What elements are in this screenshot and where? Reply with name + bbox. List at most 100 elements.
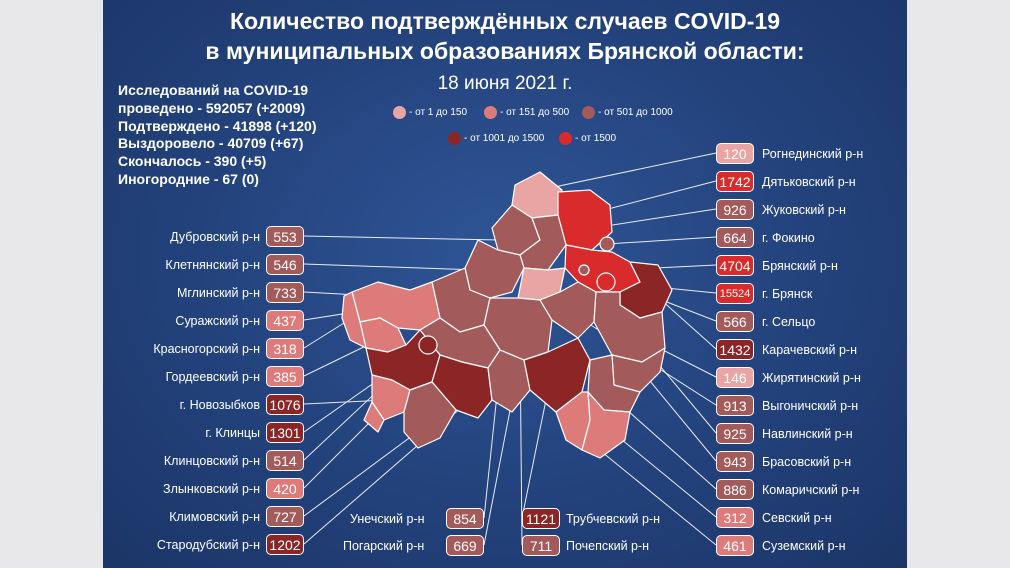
district-label: Брянский р-н bbox=[762, 259, 838, 273]
legend-dot bbox=[582, 106, 595, 119]
case-count-badge: 514 bbox=[266, 450, 304, 471]
legend-item: - от 501 до 1000 bbox=[582, 106, 673, 119]
legend-dot bbox=[559, 132, 572, 145]
title-line2: в муниципальных образованиях Брянской об… bbox=[205, 38, 805, 64]
district-label: Навлинский р-н bbox=[762, 427, 853, 441]
district-label: г. Сельцо bbox=[762, 315, 816, 329]
case-count-badge: 461 bbox=[716, 535, 754, 556]
district-label: Комаричский р-н bbox=[762, 483, 860, 497]
stat-line: Иногородние - 67 (0) bbox=[118, 170, 259, 187]
legend-label: - от 1 до 150 bbox=[409, 107, 468, 118]
district-label: Брасовский р-н bbox=[762, 455, 852, 469]
case-count-badge: 318 bbox=[266, 338, 304, 359]
case-count-badge: 669 bbox=[446, 535, 484, 556]
leader-line bbox=[521, 389, 549, 519]
case-count-badge: 4704 bbox=[716, 255, 754, 276]
case-count-badge: 546 bbox=[266, 254, 304, 275]
district-label: Стародубский р-н bbox=[156, 538, 260, 552]
leader-line bbox=[606, 236, 717, 245]
district-label: г. Фокино bbox=[762, 231, 815, 245]
district-label: Дятьковский р-н bbox=[762, 175, 856, 189]
stat-line: Подтверждено - 41898 (+120) bbox=[118, 117, 317, 134]
map-regions bbox=[341, 171, 673, 459]
case-count-badge: 1076 bbox=[266, 394, 304, 415]
district-label: г. Новозыбков bbox=[179, 398, 260, 412]
district-label: г. Клинцы bbox=[205, 426, 260, 440]
leader-line bbox=[609, 429, 717, 518]
case-count-badge: 312 bbox=[716, 507, 754, 528]
report-date: 18 июня 2021 г. bbox=[437, 73, 573, 94]
legend-item: - от 1001 до 1500 bbox=[448, 132, 544, 145]
leader-line bbox=[539, 152, 717, 191]
case-count-badge: 733 bbox=[266, 282, 304, 303]
district-label: Суражский р-н bbox=[175, 314, 260, 328]
case-count-badge: 553 bbox=[266, 226, 304, 247]
district-label: Трубчевский р-н bbox=[566, 512, 661, 526]
region-seltso bbox=[578, 264, 590, 276]
case-count-badge: 120 bbox=[716, 143, 754, 164]
region-klintsy-city bbox=[418, 335, 438, 355]
leader-line bbox=[644, 374, 717, 462]
leader-line bbox=[303, 419, 373, 489]
region-bryansk-city bbox=[596, 272, 616, 292]
region-trubchevsk bbox=[523, 337, 591, 413]
district-label: Суземский р-н bbox=[762, 539, 846, 553]
district-label: Красногорский р-н bbox=[153, 342, 260, 356]
case-count-badge: 1301 bbox=[266, 422, 304, 443]
legend-item: - от 1 до 150 bbox=[393, 106, 467, 119]
case-count-badge: 1121 bbox=[522, 508, 560, 529]
district-label: Севский р-н bbox=[762, 511, 832, 525]
district-label: Жуковский р-н bbox=[762, 203, 846, 217]
district-label: Гордеевский р-н bbox=[165, 370, 260, 384]
region-pogar bbox=[487, 349, 531, 413]
region-klimovo bbox=[403, 381, 457, 449]
legend-dot bbox=[448, 132, 461, 145]
case-count-badge: 711 bbox=[522, 535, 560, 556]
case-count-badge: 437 bbox=[266, 310, 304, 331]
legend-item: - от 151 до 500 bbox=[484, 106, 569, 119]
stat-line: проведено - 592057 (+2009) bbox=[118, 99, 306, 116]
case-count-badge: 420 bbox=[266, 478, 304, 499]
district-label: Клинцовский р-н bbox=[163, 454, 260, 468]
case-count-badge: 913 bbox=[716, 395, 754, 416]
legend-item: - от 1500 bbox=[559, 132, 616, 145]
district-label: Мглинский р-н bbox=[176, 286, 260, 300]
district-label: Злынковский р-н bbox=[163, 482, 260, 496]
stat-line: Исследований на COVID-19 bbox=[118, 82, 309, 98]
district-label: Дубровский р-н bbox=[170, 230, 260, 244]
case-count-badge: 926 bbox=[716, 199, 754, 220]
case-count-badge: 1432 bbox=[716, 339, 754, 360]
leader-line bbox=[483, 399, 513, 546]
case-count-badge: 15524 bbox=[716, 283, 754, 304]
region-navlya bbox=[593, 291, 666, 363]
legend-label: - от 501 до 1000 bbox=[598, 107, 673, 118]
legend-label: - от 1001 до 1500 bbox=[464, 133, 545, 144]
title-line1: Количество подтверждённых случаев COVID-… bbox=[229, 8, 781, 34]
case-count-badge: 664 bbox=[716, 227, 754, 248]
region-zlynka bbox=[363, 401, 385, 433]
district-label: Выгоничский р-н bbox=[762, 399, 859, 413]
legend-label: - от 151 до 500 bbox=[500, 107, 570, 118]
leader-line bbox=[303, 429, 421, 517]
district-label: Клетнянский р-н bbox=[165, 258, 260, 272]
case-count-badge: 925 bbox=[716, 423, 754, 444]
leader-line bbox=[483, 384, 499, 519]
case-count-badge: 566 bbox=[716, 311, 754, 332]
district-label: Рогнединский р-н bbox=[762, 147, 864, 161]
case-count-badge: 943 bbox=[716, 451, 754, 472]
district-label: Погарский р-н bbox=[343, 539, 425, 553]
legend-dot bbox=[393, 106, 406, 119]
case-count-badge: 385 bbox=[266, 366, 304, 387]
case-count-badge: 886 bbox=[716, 479, 754, 500]
case-count-badge: 727 bbox=[266, 506, 304, 527]
district-label: Климовский р-н bbox=[169, 510, 260, 524]
district-label: Унечский р-н bbox=[350, 512, 425, 526]
district-label: Жирятинский р-н bbox=[762, 371, 861, 385]
case-count-badge: 1742 bbox=[716, 171, 754, 192]
legend-label: - от 1500 bbox=[575, 133, 617, 144]
stat-line: Выздоровело - 40709 (+67) bbox=[118, 135, 304, 152]
leader-line bbox=[303, 263, 479, 271]
region-sevsk bbox=[581, 391, 631, 459]
district-label: Карачевский р-н bbox=[762, 343, 858, 357]
